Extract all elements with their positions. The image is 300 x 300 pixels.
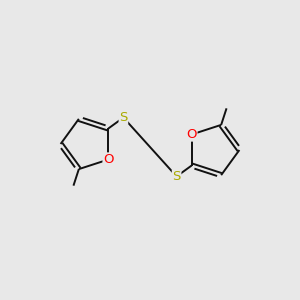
Text: S: S <box>119 111 128 124</box>
Text: O: O <box>186 128 197 141</box>
Text: O: O <box>103 153 114 166</box>
Text: S: S <box>172 170 181 183</box>
